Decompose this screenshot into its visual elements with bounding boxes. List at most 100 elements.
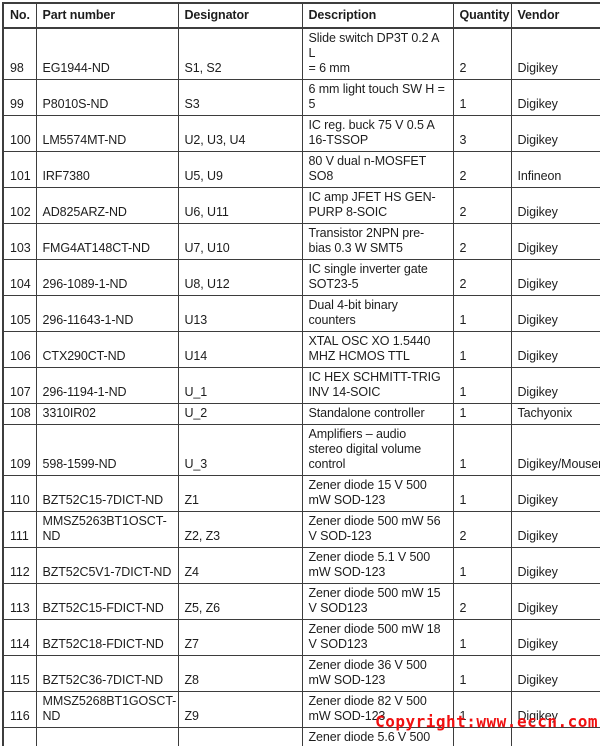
table-row: 115 BZT52C36-7DICT-ND Z8 Zener diode 36 … — [2, 655, 600, 692]
cell-part-number: BZT52C5V6-FDICT-ND — [35, 727, 179, 746]
cell-description: Zener diode 82 V 500 mW SOD-123 — [301, 691, 454, 728]
col-header-quantity: Quantity — [452, 2, 512, 29]
table-row: 99 P8010S-ND S3 6 mm light touch SW H = … — [2, 79, 600, 116]
table-row: 98 EG1944-ND S1, S2 Slide switch DP3T 0.… — [2, 27, 600, 80]
table-row: 114 BZT52C18-FDICT-ND Z7 Zener diode 500… — [2, 619, 600, 656]
cell-quantity: 1 — [452, 295, 512, 332]
cell-designator: U6, U11 — [177, 187, 303, 224]
cell-part-number: FMG4AT148CT-ND — [35, 223, 179, 260]
table-row: 105 296-11643-1-ND U13 Dual 4-bit binary… — [2, 295, 600, 332]
cell-quantity: 1 — [452, 79, 512, 116]
cell-no: 104 — [2, 259, 37, 296]
cell-no: 100 — [2, 115, 37, 152]
table-row: 100 LM5574MT-ND U2, U3, U4 IC reg. buck … — [2, 115, 600, 152]
cell-vendor: Digikey — [510, 187, 600, 224]
cell-part-number: BZT52C15-FDICT-ND — [35, 583, 179, 620]
cell-part-number: BZT52C36-7DICT-ND — [35, 655, 179, 692]
table-row: 107 296-1194-1-ND U_1 IC HEX SCHMITT-TRI… — [2, 367, 600, 404]
cell-quantity: 1 — [452, 367, 512, 404]
col-header-no: No. — [2, 2, 37, 29]
cell-vendor: Digikey — [510, 259, 600, 296]
cell-quantity: 2 — [452, 511, 512, 548]
cell-description: 80 V dual n-MOSFET SO8 — [301, 151, 454, 188]
cell-description: Dual 4-bit binary counters — [301, 295, 454, 332]
cell-no: 115 — [2, 655, 37, 692]
cell-designator: U13 — [177, 295, 303, 332]
cell-vendor: Digikey — [510, 79, 600, 116]
cell-no: 111 — [2, 511, 37, 548]
cell-description: Transistor 2NPN pre- bias 0.3 W SMT5 — [301, 223, 454, 260]
cell-description: IC HEX SCHMITT-TRIG INV 14-SOIC — [301, 367, 454, 404]
cell-vendor: Digikey — [510, 115, 600, 152]
cell-designator: U8, U12 — [177, 259, 303, 296]
cell-part-number: P8010S-ND — [35, 79, 179, 116]
cell-description: Amplifiers – audio stereo digital volume… — [301, 424, 454, 476]
cell-quantity: 1 — [452, 403, 512, 425]
cell-part-number: MMSZ5263BT1OSCT- ND — [35, 511, 179, 548]
cell-no: 105 — [2, 295, 37, 332]
cell-designator: Z9 — [177, 691, 303, 728]
cell-designator: Z5, Z6 — [177, 583, 303, 620]
copyright-watermark: Copyright:www.eccn.com — [375, 712, 598, 731]
cell-part-number: EG1944-ND — [35, 27, 179, 80]
cell-part-number: AD825ARZ-ND — [35, 187, 179, 224]
cell-part-number: BZT52C18-FDICT-ND — [35, 619, 179, 656]
cell-designator: U5, U9 — [177, 151, 303, 188]
cell-no: 101 — [2, 151, 37, 188]
cell-vendor: Digikey — [510, 295, 600, 332]
col-header-vendor: Vendor — [510, 2, 600, 29]
cell-vendor: Digikey/Mouser — [510, 424, 600, 476]
cell-designator: U_2 — [177, 403, 303, 425]
cell-description: XTAL OSC XO 1.5440 MHZ HCMOS TTL — [301, 331, 454, 368]
cell-vendor: Digikey — [510, 547, 600, 584]
cell-quantity: 1 — [452, 331, 512, 368]
cell-designator: U_3 — [177, 424, 303, 476]
cell-vendor: Digikey — [510, 619, 600, 656]
cell-description: IC reg. buck 75 V 0.5 A 16-TSSOP — [301, 115, 454, 152]
table-row: 110 BZT52C15-7DICT-ND Z1 Zener diode 15 … — [2, 475, 600, 512]
cell-description: Zener diode 500 mW 15 V SOD123 — [301, 583, 454, 620]
cell-designator: Z7 — [177, 619, 303, 656]
cell-description: Zener diode 15 V 500 mW SOD-123 — [301, 475, 454, 512]
cell-description: IC single inverter gate SOT23-5 — [301, 259, 454, 296]
table-row: 109 598-1599-ND U_3 Amplifiers – audio s… — [2, 424, 600, 476]
table-body: 98 EG1944-ND S1, S2 Slide switch DP3T 0.… — [2, 27, 600, 746]
cell-vendor: Digikey — [510, 331, 600, 368]
table-row: 106 CTX290CT-ND U14 XTAL OSC XO 1.5440 M… — [2, 331, 600, 368]
cell-no: 103 — [2, 223, 37, 260]
cell-vendor: Digikey — [510, 583, 600, 620]
cell-designator: Z4 — [177, 547, 303, 584]
cell-description: Zener diode 500 mW 18 V SOD123 — [301, 619, 454, 656]
cell-part-number: IRF7380 — [35, 151, 179, 188]
cell-no: 112 — [2, 547, 37, 584]
table-row: 111 MMSZ5263BT1OSCT- ND Z2, Z3 Zener dio… — [2, 511, 600, 548]
col-header-part-number: Part number — [35, 2, 179, 29]
cell-part-number: CTX290CT-ND — [35, 331, 179, 368]
cell-quantity: 1 — [452, 547, 512, 584]
cell-designator: S1, S2 — [177, 27, 303, 80]
cell-part-number: BZT52C15-7DICT-ND — [35, 475, 179, 512]
table-row: 104 296-1089-1-ND U8, U12 IC single inve… — [2, 259, 600, 296]
cell-designator: S3 — [177, 79, 303, 116]
cell-no: 117 — [2, 727, 37, 746]
cell-vendor: Digikey — [510, 223, 600, 260]
header-row: No. Part number Designator Description Q… — [2, 2, 600, 29]
cell-no: 99 — [2, 79, 37, 116]
cell-quantity: 2 — [452, 187, 512, 224]
table-row: 113 BZT52C15-FDICT-ND Z5, Z6 Zener diode… — [2, 583, 600, 620]
cell-part-number: BZT52C5V1-7DICT-ND — [35, 547, 179, 584]
cell-quantity: 1 — [452, 619, 512, 656]
cell-quantity: 1 — [452, 475, 512, 512]
cell-description: Standalone controller — [301, 403, 454, 425]
table-row: 108 3310IR02 U_2 Standalone controller 1… — [2, 403, 600, 425]
cell-description: Zener diode 5.1 V 500 mW SOD-123 — [301, 547, 454, 584]
cell-designator: Z2, Z3 — [177, 511, 303, 548]
cell-quantity: 1 — [452, 424, 512, 476]
cell-part-number: 3310IR02 — [35, 403, 179, 425]
cell-vendor: Tachyonix — [510, 403, 600, 425]
cell-no: 106 — [2, 331, 37, 368]
cell-no: 107 — [2, 367, 37, 404]
cell-quantity: 2 — [452, 259, 512, 296]
cell-description: 6 mm light touch SW H = 5 — [301, 79, 454, 116]
